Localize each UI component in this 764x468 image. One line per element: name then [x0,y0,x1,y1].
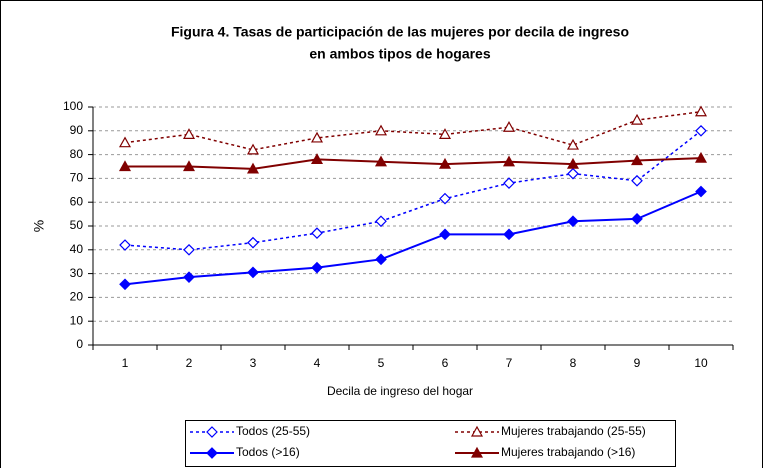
legend-label: Todos (25-55) [236,424,310,438]
y-tick-label: 30 [70,266,84,280]
marker [502,155,516,167]
x-tick-label: 8 [570,356,577,370]
x-tick-label: 5 [378,356,385,370]
y-tick-label: 20 [70,290,84,304]
marker [374,124,388,136]
x-tick-label: 9 [634,356,641,370]
y-tick-label: 90 [70,123,84,137]
marker [630,113,644,125]
marker [182,128,196,139]
marker [631,213,643,225]
y-tick-label: 50 [70,218,84,232]
marker [119,278,131,291]
marker [438,157,452,169]
marker [375,215,387,228]
y-tick-label: 100 [63,99,83,113]
y-tick-label: 60 [70,194,84,208]
marker [630,154,644,166]
marker [182,160,196,172]
y-tick-label: 0 [76,337,83,351]
legend [185,420,676,467]
x-tick-label: 10 [694,356,708,370]
marker [502,120,516,132]
marker [631,174,643,187]
marker [438,128,452,139]
marker [118,136,132,148]
marker [566,157,580,169]
marker [206,447,218,459]
marker [247,236,259,249]
series-line [124,190,702,286]
marker [470,425,484,437]
marker [206,426,218,438]
y-tick-label: 70 [70,171,84,185]
x-tick-label: 4 [314,356,321,370]
marker [246,162,260,174]
y-tick-label: 10 [70,313,84,327]
marker [503,177,515,190]
x-tick-label: 3 [250,356,257,370]
x-tick-label: 1 [122,356,129,370]
marker [694,151,708,163]
chart-title: en ambos tipos de hogares [309,46,490,62]
marker [567,167,579,180]
chart-title: Figura 4. Tasas de participación de las … [171,24,629,40]
y-tick-label: 40 [70,242,84,256]
marker [310,153,324,164]
series-line [124,111,702,151]
x-tick-label: 2 [186,356,193,370]
marker [439,192,451,205]
marker [470,446,484,458]
marker [375,253,387,266]
y-tick-label: 80 [70,147,84,161]
x-tick-label: 7 [506,356,513,370]
x-tick-label: 6 [442,356,449,370]
marker [695,185,707,198]
marker [118,160,132,172]
series-line [125,157,702,170]
x-axis-label: Decila de ingreso del hogar [327,384,473,398]
marker [183,271,195,284]
marker [567,215,579,228]
marker [119,239,131,251]
marker [183,243,195,256]
marker [566,138,580,150]
marker [694,105,708,117]
marker [247,266,259,279]
marker [310,131,324,143]
marker [311,227,323,239]
y-axis-label: % [31,220,47,232]
legend-label: Mujeres trabajando (>16) [501,445,635,459]
legend-label: Mujeres trabajando (25-55) [501,424,646,438]
marker [695,124,707,137]
marker [311,261,323,274]
legend-label: Todos (>16) [236,445,300,459]
marker [374,155,388,167]
marker [439,228,451,241]
series-line [124,130,702,251]
marker [503,228,515,241]
marker [246,143,260,155]
